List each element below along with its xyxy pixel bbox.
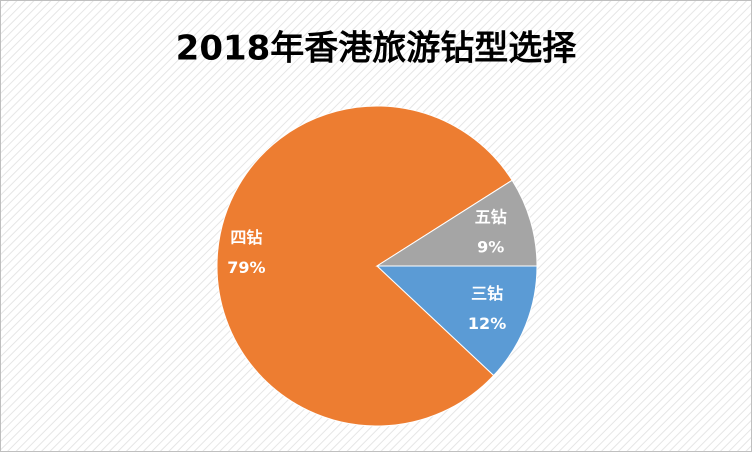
slice-category-label: 三钻 (471, 284, 503, 303)
chart-title: 2018年香港旅游钻型选择 (176, 29, 578, 69)
slice-category-label: 五钻 (475, 207, 507, 226)
slice-category-label: 四钻 (230, 228, 262, 247)
pie-slice (375, 265, 538, 377)
slice-value-label: 79% (227, 258, 265, 277)
slice-value-label: 12% (468, 314, 506, 333)
slice-value-label: 9% (477, 237, 504, 256)
pie-slice (216, 105, 513, 427)
pie-slice (375, 179, 538, 267)
